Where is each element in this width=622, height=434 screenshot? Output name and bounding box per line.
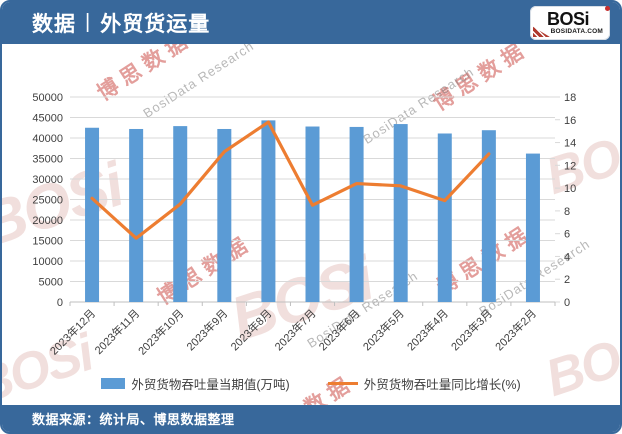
svg-text:15000: 15000 (32, 236, 63, 248)
title-separator: | (85, 10, 92, 33)
left-axis-ticks: 0 5000 10000 15000 20000 25000 30000 35000 40000… (32, 92, 63, 309)
svg-text:2023年3月: 2023年3月 (448, 306, 495, 353)
x-axis-labels: 2023年12月2023年11月2023年10月2023年9月2023年8月20… (47, 306, 539, 357)
chart-area: 0 5000 10000 15000 20000 25000 30000 35000 40000… (2, 52, 620, 377)
svg-text:10000: 10000 (32, 256, 63, 268)
svg-text:45000: 45000 (32, 113, 63, 125)
svg-text:2023年5月: 2023年5月 (360, 306, 407, 353)
header-bar: 数据 | 外贸货运量 BOSi BOSIDATA.COM (2, 2, 620, 44)
svg-text:35000: 35000 (32, 154, 63, 166)
bar-series-label: 外贸货物吞吐量当期值(万吨) (131, 378, 290, 392)
svg-text:10: 10 (564, 183, 576, 195)
svg-text:2023年10月: 2023年10月 (135, 306, 186, 357)
chart-legend: 外贸货物吞吐量当期值(万吨) 外贸货物吞吐量同比增长(%) (2, 374, 620, 393)
logo-wordmark: BOSi (546, 9, 590, 30)
svg-text:2023年11月: 2023年11月 (91, 306, 142, 357)
legend-item-line-series: 外贸货物吞吐量同比增长(%) (327, 374, 521, 393)
svg-text:30000: 30000 (32, 174, 63, 186)
svg-text:4: 4 (564, 251, 570, 263)
bar-series-swatch-icon (101, 378, 126, 389)
bar-2023年8月 (261, 120, 276, 303)
svg-text:16: 16 (564, 115, 576, 127)
line-series-swatch-icon (327, 382, 358, 385)
svg-text:0: 0 (57, 297, 63, 309)
svg-text:2023年12月: 2023年12月 (47, 306, 98, 357)
svg-text:2023年6月: 2023年6月 (316, 306, 363, 353)
bar-2023年4月 (437, 133, 452, 302)
svg-text:20000: 20000 (32, 215, 63, 227)
svg-text:6: 6 (564, 229, 570, 241)
bar-2023年9月 (217, 128, 232, 302)
logo-red-dot-icon (605, 6, 610, 11)
bar-2023年10月 (173, 126, 188, 302)
legend-item-bar-series: 外贸货物吞吐量当期值(万吨) (101, 374, 290, 393)
page-title: 数据 | 外贸货运量 (32, 8, 210, 38)
svg-text:0: 0 (564, 297, 570, 309)
svg-text:2: 2 (564, 274, 570, 286)
footer-bar: 数据来源：统计局、博思数据整理 (2, 405, 620, 432)
bar-2023年2月 (525, 153, 540, 302)
svg-text:50000: 50000 (32, 92, 63, 104)
svg-text:25000: 25000 (32, 195, 63, 207)
svg-text:14: 14 (564, 138, 576, 150)
line-series (90, 120, 491, 240)
bar-2023年7月 (305, 126, 320, 303)
title-subject: 外贸货运量 (100, 13, 211, 36)
bar-series (85, 120, 540, 303)
svg-text:2023年7月: 2023年7月 (272, 306, 319, 353)
svg-text:12: 12 (564, 160, 576, 172)
svg-text:8: 8 (564, 206, 570, 218)
svg-text:5000: 5000 (39, 277, 63, 289)
svg-text:18: 18 (564, 92, 576, 104)
line-series-label: 外贸货物吞吐量同比增长(%) (363, 378, 521, 392)
logo-domain: BOSIDATA.COM (550, 28, 603, 36)
svg-text:2023年9月: 2023年9月 (183, 306, 230, 353)
bar-2023年5月 (393, 124, 408, 302)
svg-text:2023年4月: 2023年4月 (404, 306, 451, 353)
x-axis (69, 301, 556, 306)
bar-2023年3月 (481, 130, 496, 302)
svg-text:2023年8月: 2023年8月 (227, 306, 274, 353)
svg-text:40000: 40000 (32, 133, 63, 145)
bar-2023年12月 (85, 127, 100, 302)
bosi-logo: BOSi BOSIDATA.COM (530, 6, 610, 40)
right-axis-ticks: 0 2 4 6 8 10 12 14 16 18 (555, 92, 576, 309)
combo-chart: 0 5000 10000 15000 20000 25000 30000 35000 40000… (32, 92, 576, 358)
data-source-note: 数据来源：统计局、博思数据整理 (32, 412, 235, 427)
bar-2023年11月 (129, 128, 144, 302)
svg-text:2023年2月: 2023年2月 (492, 306, 539, 353)
title-prefix: 数据 (32, 13, 76, 36)
bar-2023年6月 (349, 126, 364, 303)
